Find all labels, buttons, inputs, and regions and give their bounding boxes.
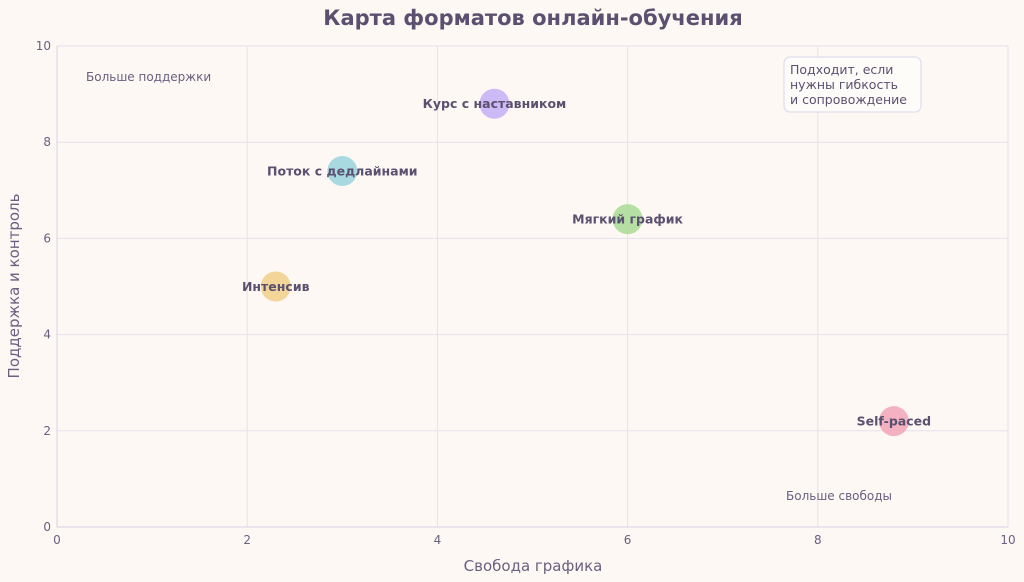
annotation-more-support: Больше поддержки [86,70,211,84]
y-tick-label: 6 [43,231,51,245]
x-tick-label: 8 [814,533,822,547]
annotation-more-freedom: Больше свободы [786,489,892,503]
note-line: и сопровождение [790,92,907,107]
data-point: Self-paced [857,406,931,437]
y-tick-label: 10 [36,39,51,53]
y-tick-label: 4 [43,328,51,342]
data-point: Мягкий график [572,204,684,235]
y-tick-label: 0 [43,520,51,534]
note-line: нужны гибкость [790,77,898,92]
x-tick-label: 4 [434,533,442,547]
point-marker [479,88,510,119]
chart-title: Карта форматов онлайн-обучения [323,6,742,30]
point-label: Мягкий график [572,212,683,227]
x-tick-label: 2 [243,533,251,547]
point-label: Поток с дедлайнами [267,164,418,179]
data-point: Поток с дедлайнами [267,156,418,187]
x-tick-label: 6 [624,533,632,547]
x-tick-label: 0 [53,533,61,547]
data-point: Курс с наставником [423,88,567,119]
x-axis-label: Свобода графика [464,557,603,575]
axes [56,46,1008,528]
data-points: Курс с наставником Поток с дедлайнами Мягк… [242,88,931,437]
svg-text:Подходит, если нужны гиб: Подходит, если нужны гибкость и сопровож… [790,62,907,107]
point-label: Self-paced [857,414,931,429]
point-marker [327,156,358,187]
x-tick-label: 10 [1000,533,1015,547]
note-box: Подходит, если нужны гибкость и сопровож… [783,56,922,113]
note-line: Подходит, если [790,62,893,77]
grid [56,45,1009,528]
y-axis-label: Поддержка и контроль [5,194,23,379]
point-label: Курс с наставником [423,96,567,111]
point-label: Интенсив [242,279,310,294]
y-tick-label: 2 [43,424,51,438]
tick-labels: 0 2 4 6 8 10 0 2 4 6 8 10 [36,39,1016,547]
point-marker [260,271,291,302]
y-tick-label: 8 [43,135,51,149]
point-marker [878,406,909,437]
point-marker [612,204,643,235]
data-point: Интенсив [242,271,310,302]
